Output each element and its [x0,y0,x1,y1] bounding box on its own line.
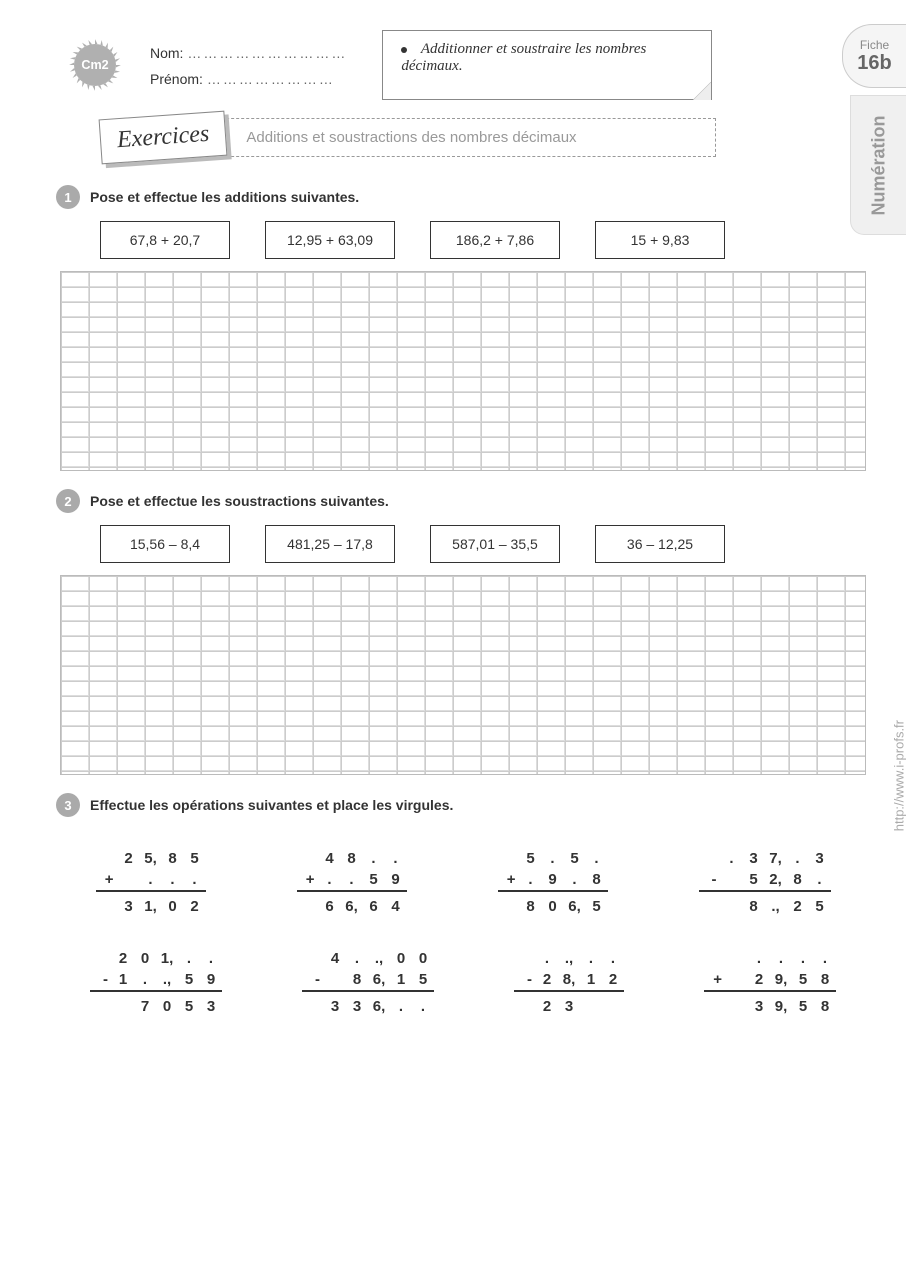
ex1-operations: 67,8 + 20,7 12,95 + 63,09 186,2 + 7,86 15 +… [100,221,846,259]
operation-box: 481,25 – 17,8 [265,525,395,563]
fiche-tab: Fiche 16b [842,24,906,88]
grade-text: Cm2 [81,58,108,72]
column-operation: 4..,00-86,15336,.. [302,947,434,1017]
ex3-title: Effectue les opérations suivantes et pla… [90,797,453,813]
ex1-title: Pose et effectue les additions suivantes… [90,189,359,205]
ex2-number: 2 [56,489,80,513]
side-tab-label: Numération [868,115,889,215]
column-operation: 25,85+...31,02 [96,847,206,917]
ex1-number: 1 [56,185,80,209]
column-operation: 5.5.+.9.8806,5 [498,847,608,917]
column-operation: .37,.3-52,8.8.,25 [699,847,831,917]
operation-box: 186,2 + 7,86 [430,221,560,259]
operation-box: 587,01 – 35,5 [430,525,560,563]
column-operation: ....+29,5839,58 [704,947,836,1017]
source-url: http://www.i-profs.fr [891,720,906,831]
operation-box: 15,56 – 8,4 [100,525,230,563]
ex3-row1: 25,85+...31,02 48..+..5966,64 5.5.+.9.8806… [60,847,866,917]
name-field: Nom: ………………………… [150,45,347,61]
operation-box: 15 + 9,83 [595,221,725,259]
operation-box: 67,8 + 20,7 [100,221,230,259]
ex2-title: Pose et effectue les soustractions suiva… [90,493,389,509]
ex2-operations: 15,56 – 8,4 481,25 – 17,8 587,01 – 35,5 36 … [100,525,846,563]
bullet-icon [401,47,407,53]
operation-box: 12,95 + 63,09 [265,221,395,259]
ex2-grid [60,575,866,775]
fiche-label: Fiche [860,38,889,52]
operation-box: 36 – 12,25 [595,525,725,563]
column-operation: 201,..-1..,597053 [90,947,222,1017]
column-operation: ..,..-28,1223 [514,947,624,1017]
column-operation: 48..+..5966,64 [297,847,407,917]
grade-badge: Cm2 [60,30,130,100]
ex3-number: 3 [56,793,80,817]
banner-title: Additions et soustractions des nombres d… [196,118,716,157]
ex3-row2: 201,..-1..,597053 4..,00-86,15336,....,..… [60,947,866,1017]
objective-box: Additionner et soustraire les nombres dé… [382,30,712,100]
firstname-field: Prénom: …………………… [150,71,347,87]
ex1-grid [60,271,866,471]
exercices-badge: Exercices [99,111,228,165]
fiche-number: 16b [857,52,891,75]
objective-text: Additionner et soustraire les nombres dé… [401,41,646,74]
